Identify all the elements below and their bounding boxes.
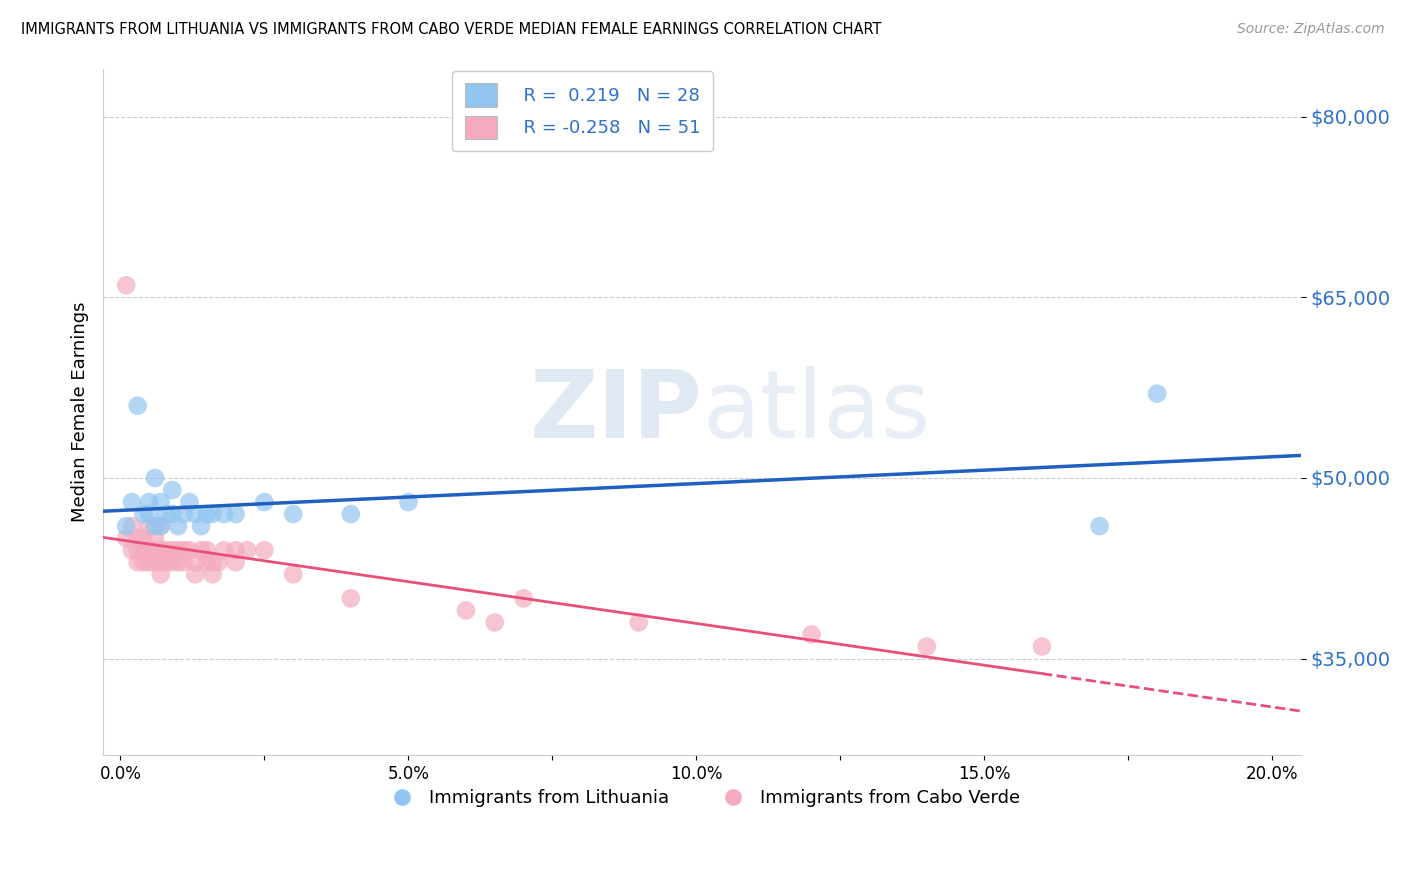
Point [184,555,207,569]
Text: atlas: atlas [702,366,931,458]
Point [253,495,276,509]
Point [1088,519,1111,533]
Point [396,495,419,509]
Point [184,507,207,521]
Point [283,507,305,521]
Point [162,555,184,569]
Point [127,531,149,545]
Point [167,519,190,533]
Y-axis label: Median Female Earnings: Median Female Earnings [72,301,89,522]
Point [340,591,363,606]
Point [115,519,138,533]
Point [149,555,172,569]
Point [127,399,149,413]
Point [162,543,184,558]
Point [167,543,190,558]
Point [149,519,172,533]
Point [143,543,166,558]
Point [454,603,477,617]
Point [195,507,218,521]
Point [162,483,184,497]
Point [115,278,138,293]
Point [1031,640,1053,654]
Legend: Immigrants from Lithuania, Immigrants from Cabo Verde: Immigrants from Lithuania, Immigrants fr… [377,782,1028,814]
Point [121,543,143,558]
Point [127,543,149,558]
Point [201,555,224,569]
Point [915,640,938,654]
Point [167,555,190,569]
Point [132,531,155,545]
Point [115,531,138,545]
Point [127,555,149,569]
Text: IMMIGRANTS FROM LITHUANIA VS IMMIGRANTS FROM CABO VERDE MEDIAN FEMALE EARNINGS C: IMMIGRANTS FROM LITHUANIA VS IMMIGRANTS … [21,22,882,37]
Point [143,471,166,485]
Point [201,507,224,521]
Point [212,543,235,558]
Point [484,615,506,630]
Point [179,495,201,509]
Text: ZIP: ZIP [529,366,702,458]
Point [149,543,172,558]
Point [132,555,155,569]
Point [236,543,259,558]
Point [340,507,363,521]
Point [138,543,160,558]
Point [138,519,160,533]
Point [190,543,212,558]
Point [253,543,276,558]
Point [121,519,143,533]
Point [512,591,534,606]
Point [138,495,160,509]
Point [225,507,247,521]
Point [173,555,195,569]
Point [173,543,195,558]
Point [800,627,823,641]
Point [149,519,172,533]
Point [225,555,247,569]
Point [155,555,177,569]
Point [184,567,207,582]
Point [132,543,155,558]
Point [155,507,177,521]
Point [138,507,160,521]
Point [179,543,201,558]
Point [155,543,177,558]
Point [173,507,195,521]
Point [121,495,143,509]
Point [195,543,218,558]
Point [212,507,235,521]
Point [225,543,247,558]
Point [132,507,155,521]
Text: Source: ZipAtlas.com: Source: ZipAtlas.com [1237,22,1385,37]
Point [143,531,166,545]
Point [162,507,184,521]
Point [195,555,218,569]
Point [201,567,224,582]
Point [190,519,212,533]
Point [143,519,166,533]
Point [627,615,650,630]
Point [207,555,229,569]
Point [149,495,172,509]
Point [283,567,305,582]
Point [1146,386,1168,401]
Point [138,555,160,569]
Point [143,555,166,569]
Point [149,567,172,582]
